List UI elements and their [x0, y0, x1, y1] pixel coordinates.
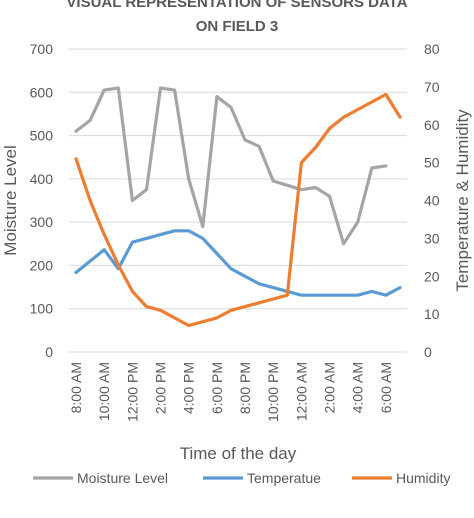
series-line-moisture-level [74, 86, 388, 246]
x-tick-label: 10:00 AM [96, 362, 112, 421]
y-right-tick-label: 20 [424, 268, 440, 284]
y-left-tick-label: 500 [30, 128, 54, 144]
legend-label-moisture-level: Moisture Level [77, 470, 168, 486]
y-right-tick-label: 30 [424, 230, 440, 246]
y-left-tick-label: 0 [45, 344, 53, 360]
y-right-tick-label: 0 [424, 344, 432, 360]
y-left-tick-label: 300 [30, 214, 54, 230]
y-left-tick-label: 200 [30, 257, 54, 273]
y-left-tick-label: 600 [30, 84, 54, 100]
y-right-tick-label: 50 [424, 155, 440, 171]
legend-label-humidity: Humidity [396, 470, 450, 486]
x-tick-label: 12:00 AM [293, 362, 309, 421]
x-tick-label: 6:00 PM [209, 362, 225, 414]
x-tick-label: 6:00 AM [378, 362, 394, 413]
y-right-tick-label: 10 [424, 306, 440, 322]
y-left-tick-label: 700 [30, 41, 54, 57]
x-tick-label: 4:00 PM [181, 362, 197, 414]
y-right-tick-label: 70 [424, 79, 440, 95]
legend-label-temperatue: Temperatue [247, 470, 321, 486]
x-tick-label: 2:00 AM [322, 362, 338, 413]
x-tick-label: 8:00 PM [237, 362, 253, 414]
series-line-temperatue [74, 229, 402, 297]
series-line-humidity [74, 92, 402, 328]
x-tick-label: 8:00 AM [68, 362, 84, 413]
y-right-tick-label: 80 [424, 41, 440, 57]
y-right-axis-title: Temperature & Humidity [453, 109, 472, 292]
y-right-tick-label: 40 [424, 193, 440, 209]
y-left-tick-label: 400 [30, 171, 54, 187]
x-tick-label: 2:00 PM [153, 362, 169, 414]
chart-title-line-1: VISUAL REPRESENTATION OF SENSORS DATA [66, 0, 408, 11]
y-left-axis-title: Moisture Level [1, 145, 20, 256]
x-axis-title: Time of the day [180, 444, 297, 463]
x-tick-label: 12:00 PM [124, 362, 140, 422]
x-tick-label: 4:00 AM [350, 362, 366, 413]
x-tick-label: 10:00 PM [265, 362, 281, 422]
y-left-tick-label: 100 [30, 301, 54, 317]
y-right-tick-label: 60 [424, 117, 440, 133]
chart-title-line-2: ON FIELD 3 [195, 18, 279, 35]
